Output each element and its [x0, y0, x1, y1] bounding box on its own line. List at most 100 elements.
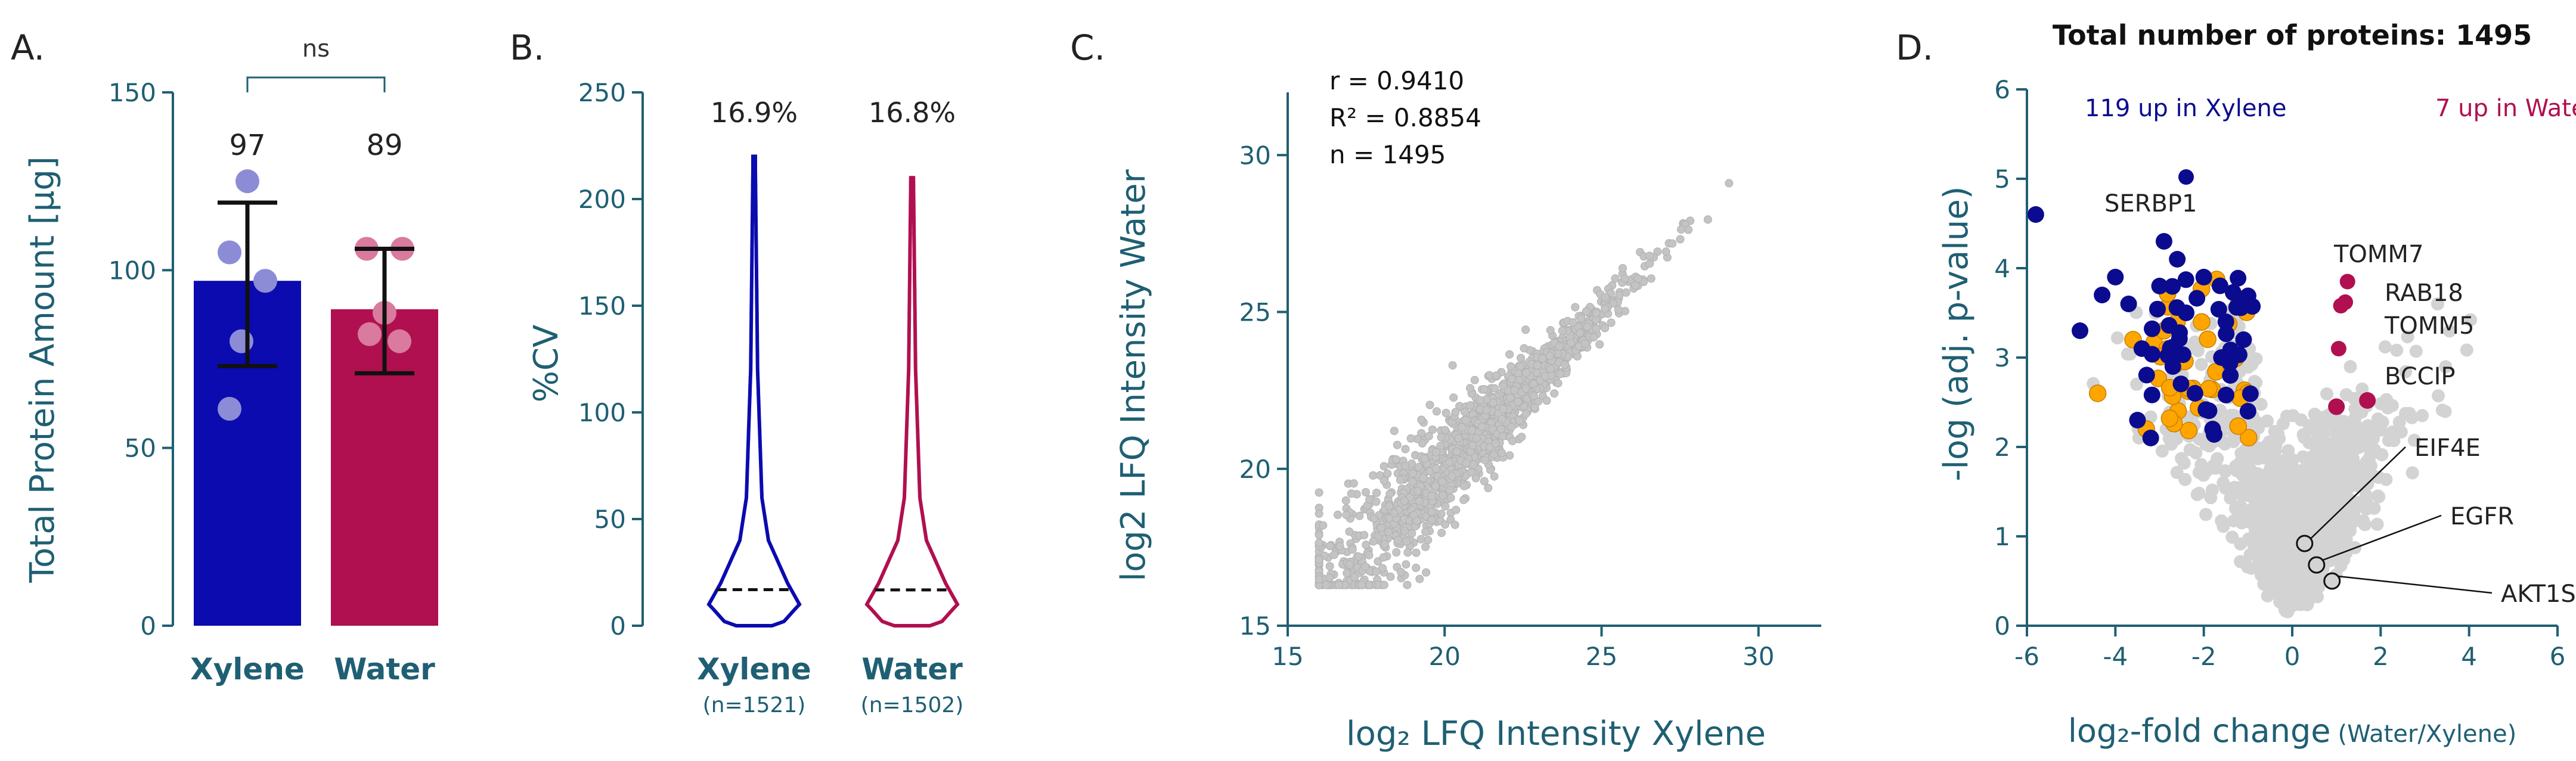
- data-point: [1396, 476, 1405, 484]
- data-point: [2298, 569, 2311, 583]
- data-point: [1431, 464, 1440, 473]
- data-point: [2264, 495, 2277, 508]
- data-point: [1421, 527, 1430, 536]
- data-point: [1419, 474, 1428, 483]
- label-leader-line: [2322, 514, 2442, 561]
- data-point: [2332, 474, 2345, 488]
- data-point: [1448, 361, 1457, 370]
- data-point: [1386, 572, 1395, 581]
- data-point: [1365, 551, 1374, 560]
- data-point: [1437, 529, 1446, 538]
- data-point: [1447, 472, 1456, 481]
- data-point: [2218, 464, 2232, 477]
- data-point: [2243, 486, 2256, 500]
- panel-a: A. Total Protein Amount [µg] 0 50 100 150 9…: [11, 27, 438, 687]
- panel-d-xylene-points: [2027, 206, 2261, 446]
- data-point: [1592, 309, 1601, 318]
- data-point: [2343, 360, 2357, 374]
- data-point: [1427, 492, 1436, 500]
- labeled-point: [2330, 341, 2346, 356]
- data-point: [2324, 496, 2338, 510]
- data-point: [2376, 415, 2389, 429]
- data-point: [1408, 469, 1417, 478]
- data-point: [1458, 423, 1467, 432]
- data-point: [2164, 278, 2181, 295]
- data-point: [2193, 313, 2211, 331]
- data-point: [235, 169, 259, 194]
- data-point: [1385, 489, 1394, 498]
- data-point: [1614, 305, 1623, 314]
- data-point: [2280, 409, 2293, 423]
- data-point: [2207, 458, 2221, 472]
- data-point: [1428, 425, 1437, 434]
- data-point: [2258, 451, 2272, 465]
- data-point: [1348, 545, 1357, 554]
- data-point: [1401, 462, 1410, 471]
- labeled-point: [2333, 298, 2349, 313]
- y-tick-label: 250: [578, 78, 626, 107]
- data-point: [2405, 466, 2419, 480]
- data-point: [1647, 274, 1656, 283]
- data-point: [2381, 401, 2395, 415]
- data-point: [2239, 403, 2256, 420]
- data-point: [1345, 527, 1354, 536]
- data-point: [1392, 548, 1401, 557]
- data-point: [2229, 417, 2248, 435]
- data-point: [2409, 344, 2423, 358]
- up-water-label: 7 up in Water: [2435, 95, 2576, 122]
- data-point: [2283, 586, 2296, 600]
- data-point: [1505, 350, 1514, 359]
- data-point: [1403, 580, 1412, 589]
- data-point: [1355, 511, 1364, 520]
- data-point: [358, 322, 382, 346]
- data-point: [2211, 277, 2228, 294]
- data-point: [1633, 274, 1642, 283]
- panel-c-xticks: 15 20 25 30: [1272, 626, 1774, 671]
- data-point: [1545, 352, 1554, 361]
- data-point: [2304, 481, 2318, 495]
- data-point: [1490, 472, 1499, 481]
- category-xylene: Xylene: [190, 652, 305, 687]
- data-point: [2320, 533, 2333, 547]
- data-point: [2324, 545, 2338, 558]
- data-point: [1508, 437, 1517, 446]
- y-tick-label: 4: [1994, 254, 2010, 283]
- up-xylene-label: 119 up in Xylene: [2085, 95, 2286, 122]
- data-point: [1445, 486, 1454, 495]
- data-point: [1490, 384, 1499, 393]
- x-tick-label: -6: [2014, 642, 2039, 671]
- data-point: [2314, 433, 2327, 446]
- data-point: [1469, 460, 1478, 469]
- data-point: [2251, 471, 2265, 485]
- data-point: [1354, 552, 1363, 561]
- data-point: [1362, 541, 1371, 549]
- data-point: [2337, 443, 2350, 457]
- data-point: [2442, 324, 2456, 338]
- data-point: [2364, 458, 2377, 472]
- data-point: [1381, 540, 1389, 548]
- data-point: [2320, 461, 2334, 475]
- data-point: [1421, 542, 1430, 551]
- y-tick-label: 50: [594, 505, 626, 534]
- data-point: [1414, 462, 1423, 471]
- data-point: [1400, 496, 1409, 505]
- data-point: [1325, 542, 1334, 551]
- data-point: [1422, 568, 1431, 577]
- data-point: [2186, 385, 2203, 402]
- data-point: [2371, 489, 2385, 503]
- label-leader-line: [2338, 575, 2493, 594]
- data-point: [1556, 369, 1564, 378]
- y-tick-label: 0: [610, 611, 626, 641]
- data-point: [1325, 573, 1334, 582]
- data-point: [2240, 455, 2254, 468]
- data-point: [2180, 421, 2198, 440]
- y-tick-label: 5: [1994, 164, 2010, 194]
- data-point: [1521, 384, 1530, 393]
- data-point: [1446, 493, 1455, 502]
- y-tick-label: 100: [578, 398, 626, 427]
- x-tick-label: 6: [2550, 642, 2566, 671]
- data-point: [2219, 436, 2232, 450]
- data-point: [2234, 499, 2248, 513]
- data-point: [2199, 508, 2213, 521]
